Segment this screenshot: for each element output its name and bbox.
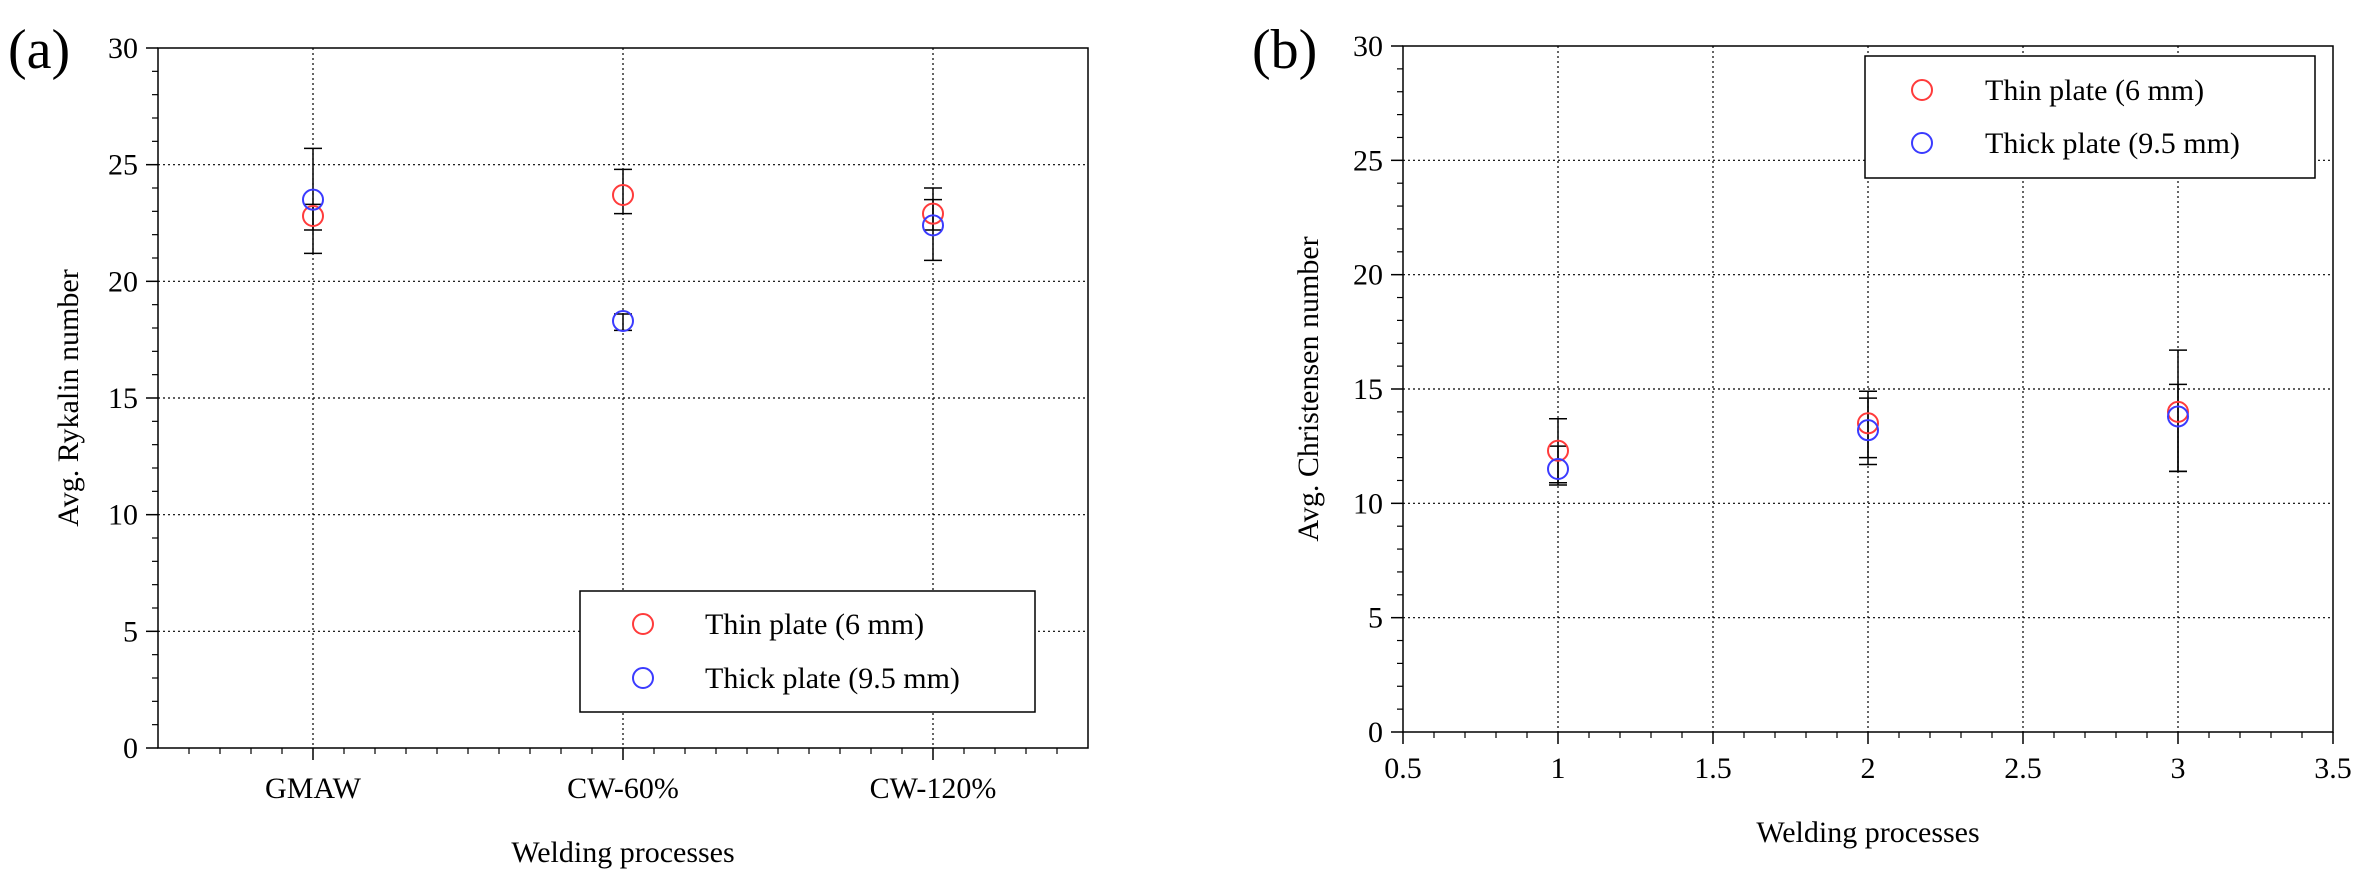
panel-b-y-tick-label: 5 xyxy=(1368,602,1383,635)
panel-b-point-thick xyxy=(2167,405,2189,428)
panel-b-x-tick-label: 3.5 xyxy=(2314,752,2352,785)
panel-a: (a) 0 5 10 15 20 25 30 GMAW CW-60% CW-120% Avg. … xyxy=(8,19,1089,869)
panel-b-y-tick-label: 20 xyxy=(1353,259,1383,292)
panel-a-y-tick-label: 20 xyxy=(108,265,138,298)
panel-a-y-tick-label: 5 xyxy=(123,615,138,648)
panel-b-grid xyxy=(1403,46,2333,732)
panel-b-y-tick-label: 15 xyxy=(1353,373,1383,406)
panel-b-error-bars xyxy=(1549,349,2187,486)
panel-b-y-tick-label: 0 xyxy=(1368,716,1383,749)
panel-b-x-tick-label: 2.5 xyxy=(2004,752,2042,785)
panel-a-point-thin xyxy=(302,205,324,227)
panel-a-x-tick-label: GMAW xyxy=(265,772,362,805)
panel-a-x-tick-label: CW-60% xyxy=(567,772,679,805)
panel-b-point-thin xyxy=(1857,412,1879,435)
panel-a-y-tick-labels: 0 5 10 15 20 25 30 xyxy=(108,32,138,765)
panel-a-y-tick-label: 30 xyxy=(108,32,138,65)
panel-b-legend: Thin plate (6 mm) Thick plate (9.5 mm) xyxy=(1864,55,2316,179)
panel-a-y-axis-title: Avg. Rykalin number xyxy=(52,269,85,526)
panel-b-label: (b) xyxy=(1252,19,1317,81)
panel-a-x-tick-label: CW-120% xyxy=(870,772,997,805)
panel-b-x-tick-label: 3 xyxy=(2171,752,2186,785)
panel-b-x-tick-label: 2 xyxy=(1861,752,1876,785)
panel-a-point-thin xyxy=(612,184,634,206)
panel-b-x-axis-title: Welding processes xyxy=(1756,816,1979,849)
panel-a-legend-marker-thin xyxy=(632,613,654,635)
panel-b-legend-label-thick: Thick plate (9.5 mm) xyxy=(1985,127,2240,160)
panel-b-x-tick-label: 1 xyxy=(1551,752,1566,785)
panel-b-x-tick-label: 0.5 xyxy=(1384,752,1422,785)
panel-a-y-tick-label: 10 xyxy=(108,499,138,532)
panel-b-y-axis-title: Avg. Christensen number xyxy=(1292,236,1325,541)
panel-a-point-thick xyxy=(922,214,944,237)
panel-b-y-tick-label: 30 xyxy=(1353,30,1383,63)
panel-a-legend: Thin plate (6 mm) Thick plate (9.5 mm) xyxy=(579,590,1036,713)
panel-b-point-thick xyxy=(1857,419,1879,442)
panel-a-legend-label-thick: Thick plate (9.5 mm) xyxy=(705,662,960,695)
panel-b-ticks xyxy=(1391,45,2334,744)
panel-a-point-thin xyxy=(922,202,944,225)
panel-a-legend-box xyxy=(579,590,1036,713)
panel-a-y-tick-label: 15 xyxy=(108,382,138,415)
panel-b-points xyxy=(1547,400,2189,481)
panel-b-legend-marker-thick xyxy=(1911,132,1933,154)
panel-b-legend-label-thin: Thin plate (6 mm) xyxy=(1985,74,2204,107)
panel-b-x-tick-labels: 0.5 1 1.5 2 2.5 3 3.5 xyxy=(1384,752,2352,785)
panel-a-x-tick-labels: GMAW CW-60% CW-120% xyxy=(265,772,996,805)
panel-a-x-axis-title: Welding processes xyxy=(511,836,734,869)
panel-b-point-thick xyxy=(1547,458,1569,481)
panel-a-point-thick xyxy=(612,310,634,332)
panel-b-x-tick-label: 1.5 xyxy=(1694,752,1732,785)
panel-a-legend-label-thin: Thin plate (6 mm) xyxy=(705,608,924,641)
panel-a-point-thick xyxy=(302,188,324,211)
panel-a-legend-marker-thick xyxy=(632,667,654,689)
panel-a-y-tick-label: 25 xyxy=(108,149,138,182)
panel-a-y-tick-label: 0 xyxy=(123,732,138,765)
panel-b-y-tick-labels: 0 5 10 15 20 25 30 xyxy=(1353,30,1383,749)
panel-b-legend-marker-thin xyxy=(1911,79,1933,101)
panel-a-points xyxy=(302,184,944,332)
panel-b-y-tick-label: 25 xyxy=(1353,144,1383,177)
panel-a-label: (a) xyxy=(8,19,70,81)
panel-a-ticks xyxy=(146,47,1058,760)
panel-b: (b) 0 5 10 15 20 25 30 0.5 1 1.5 2 2.5 3 3.5 Avg. Ch… xyxy=(1252,19,2352,849)
panel-b-point-thin xyxy=(1547,439,1569,462)
panel-b-legend-box xyxy=(1864,55,2316,179)
panel-b-y-tick-label: 10 xyxy=(1353,487,1383,520)
